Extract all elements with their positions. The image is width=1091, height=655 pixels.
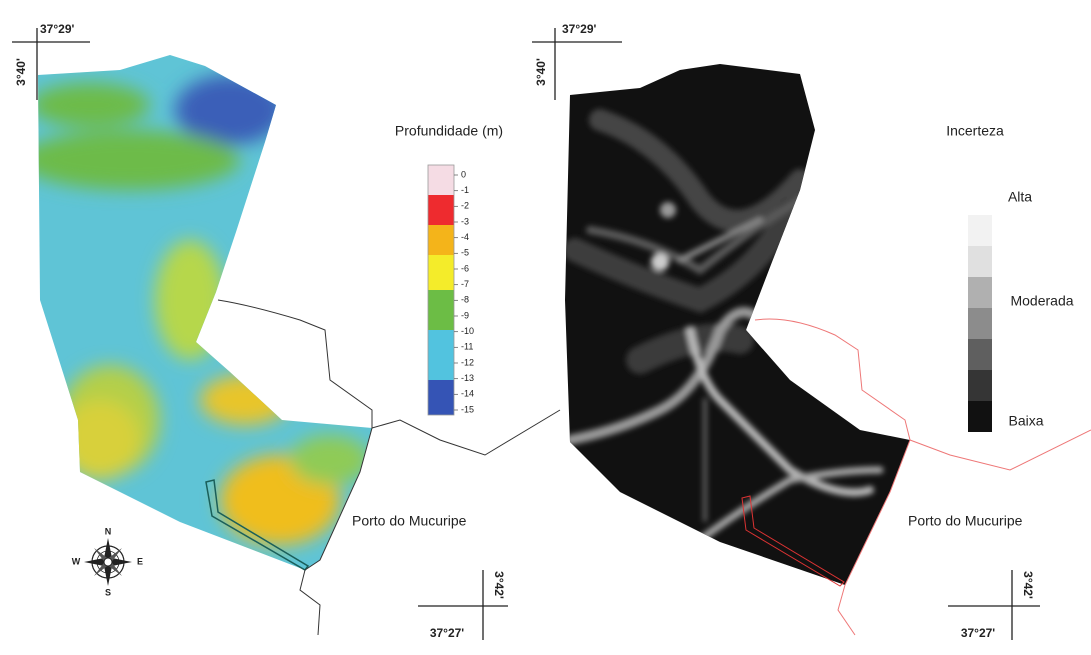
legend-label: -6 — [461, 263, 469, 273]
longitude-label: 37°27' — [430, 626, 464, 640]
legend-label: -9 — [461, 310, 469, 320]
compass-label: N — [105, 526, 112, 536]
legend-label: Baixa — [1008, 413, 1043, 429]
latitude-label: 3°40' — [534, 58, 548, 86]
legend-title: Incerteza — [946, 123, 1004, 139]
compass-label: S — [105, 587, 111, 597]
latitude-label: 3°42' — [1021, 571, 1035, 599]
legend-label: -7 — [461, 279, 469, 289]
figure: 37°29' 3°40' 37°27' 3°42' Profundidade (… — [0, 0, 1091, 655]
legend-label: -3 — [461, 216, 469, 226]
legend-label: 0 — [461, 169, 466, 179]
legend-label: -10 — [461, 326, 474, 336]
port-label: Porto do Mucuripe — [352, 513, 467, 529]
legend-label: Moderada — [1010, 293, 1073, 309]
compass: N S E W — [72, 526, 143, 597]
legend-label: -12 — [461, 357, 474, 367]
legend-label: -2 — [461, 201, 469, 211]
port-label: Porto do Mucuripe — [908, 513, 1023, 529]
legend-label: -4 — [461, 232, 469, 242]
compass-label: E — [137, 556, 143, 566]
depth-map — [20, 50, 380, 580]
latitude-label: 3°42' — [492, 571, 506, 599]
uncertainty-map — [560, 55, 920, 595]
legend-label: Alta — [1008, 189, 1032, 205]
uncertainty-colorbar — [968, 215, 992, 432]
latitude-label: 3°40' — [14, 58, 28, 86]
legend-label: -14 — [461, 389, 474, 399]
longitude-label: 37°27' — [961, 626, 995, 640]
legend-label: -5 — [461, 248, 469, 258]
longitude-label: 37°29' — [40, 22, 74, 36]
legend-label: -1 — [461, 185, 469, 195]
legend-label: -13 — [461, 373, 474, 383]
compass-label: W — [72, 556, 81, 566]
legend-label: -15 — [461, 404, 474, 414]
legend-label: -11 — [461, 342, 473, 352]
legend-label: -8 — [461, 295, 469, 305]
legend-title: Profundidade (m) — [395, 123, 503, 139]
depth-colorbar — [428, 165, 454, 415]
longitude-label: 37°29' — [562, 22, 596, 36]
